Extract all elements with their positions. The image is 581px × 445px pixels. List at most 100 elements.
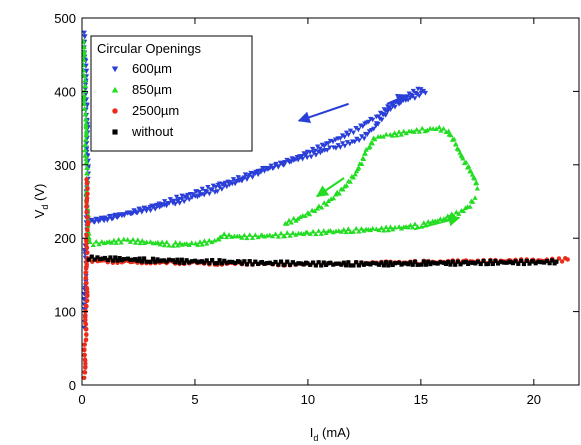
data-point [325, 198, 332, 204]
data-point [83, 337, 89, 342]
data-point [362, 131, 369, 137]
data-point [406, 128, 412, 134]
data-point [328, 196, 334, 202]
data-point [475, 259, 481, 264]
data-point [325, 141, 331, 146]
data-point [339, 141, 346, 146]
data-point [82, 137, 89, 142]
direction-arrow [386, 93, 409, 105]
data-point [136, 206, 142, 212]
data-point [82, 50, 87, 56]
data-point [349, 139, 356, 145]
data-point [102, 215, 108, 221]
data-point [99, 239, 105, 244]
data-point [83, 116, 89, 122]
y-tick-label: 400 [54, 84, 76, 99]
legend-entry: 600µm [111, 61, 172, 76]
data-point [396, 224, 402, 229]
data-point [388, 260, 393, 265]
data-point [282, 262, 287, 267]
data-point [256, 261, 261, 266]
data-point [235, 175, 241, 180]
data-point [209, 239, 215, 245]
data-point [159, 239, 165, 245]
data-point [128, 257, 133, 263]
direction-arrow [315, 177, 345, 198]
data-point [144, 206, 150, 212]
data-point [401, 261, 406, 266]
data-point [383, 260, 389, 265]
data-point [167, 197, 173, 202]
data-point [366, 119, 372, 125]
data-point [262, 261, 267, 266]
data-point [383, 131, 389, 137]
data-point [339, 262, 344, 267]
data-point [547, 261, 552, 266]
data-point [157, 259, 162, 264]
data-point [122, 257, 127, 262]
data-point [360, 155, 366, 161]
data-point [496, 261, 501, 266]
data-point [82, 62, 86, 67]
data-point [519, 258, 524, 263]
data-point [239, 261, 244, 266]
data-point [82, 347, 87, 353]
data-point [268, 163, 274, 169]
data-point [239, 235, 245, 240]
data-point [226, 232, 232, 237]
data-point [387, 224, 394, 230]
data-point [281, 233, 288, 239]
data-point [135, 237, 141, 242]
data-point [148, 259, 153, 264]
data-point [250, 262, 255, 267]
data-point [361, 151, 368, 156]
data-point [314, 205, 320, 211]
data-point [379, 260, 384, 265]
data-point [153, 259, 158, 264]
data-point [172, 201, 178, 207]
data-point [248, 170, 254, 176]
data-point [119, 257, 124, 263]
data-point [318, 231, 324, 236]
data-point [83, 132, 89, 138]
data-point [83, 276, 88, 281]
data-point [159, 258, 164, 263]
data-point [116, 236, 122, 242]
legend-entry: 850µm [111, 82, 172, 97]
data-point [147, 239, 154, 244]
data-point [290, 260, 295, 265]
data-point [461, 160, 468, 166]
data-point [111, 237, 117, 243]
data-point [435, 218, 441, 223]
data-point [197, 239, 203, 244]
data-point [244, 235, 250, 241]
legend-marker [112, 108, 118, 114]
data-point [166, 242, 172, 248]
data-point [345, 178, 352, 184]
data-point [408, 260, 413, 265]
data-point [454, 146, 460, 151]
data-point [177, 200, 183, 206]
data-point [493, 258, 498, 264]
data-point [368, 127, 375, 133]
data-point [341, 227, 347, 232]
data-point [82, 111, 89, 116]
data-point [253, 169, 259, 175]
data-point [118, 239, 124, 245]
data-point [353, 225, 359, 231]
data-point [82, 370, 88, 375]
data-point [267, 260, 272, 265]
data-point [501, 260, 506, 265]
data-point [84, 250, 90, 256]
data-point [394, 132, 400, 138]
data-point [355, 127, 361, 133]
data-point [170, 243, 176, 248]
data-point [170, 199, 176, 205]
data-point [186, 242, 192, 247]
data-point [446, 259, 451, 265]
x-tick-label: 20 [527, 392, 541, 407]
data-point [438, 127, 444, 133]
data-point [95, 255, 100, 260]
data-point [319, 142, 325, 148]
